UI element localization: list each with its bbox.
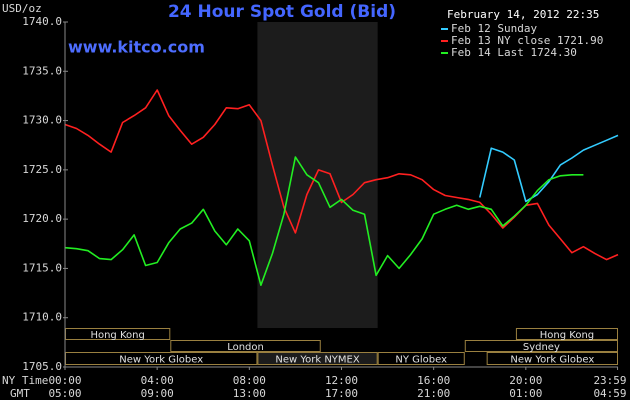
x-tick-label: 16:00 — [417, 374, 450, 387]
y-tick-label: 1705.0 — [22, 360, 62, 373]
series-line — [64, 156, 584, 286]
y-tick-label: 1735.0 — [22, 64, 62, 77]
legend-label: Feb 13 NY close 1721.90 — [451, 34, 603, 47]
session-bar — [377, 352, 465, 365]
series-line — [479, 134, 619, 203]
x-tick-label: 21:00 — [417, 387, 450, 400]
x-tick-label: 04:59 — [593, 387, 626, 400]
y-tick-label: 1710.0 — [22, 311, 62, 324]
x-tick-label: 23:59 — [593, 374, 626, 387]
x-tick-label: 09:00 — [141, 387, 174, 400]
session-label: London — [227, 342, 264, 353]
x-tick-label: 20:00 — [509, 374, 542, 387]
session-bar — [486, 352, 618, 365]
x-tick-label: 05:00 — [48, 387, 81, 400]
chart-title: 24 Hour Spot Gold (Bid) — [168, 2, 396, 22]
x-tick-label: 08:00 — [233, 374, 266, 387]
session-shade — [257, 22, 378, 328]
x-tick-label: 00:00 — [48, 374, 81, 387]
subtitle: www.kitco.com — [68, 38, 205, 57]
y-tick-label: 1715.0 — [22, 261, 62, 274]
x-tick-label: 13:00 — [233, 387, 266, 400]
x-axis-label: NY Time — [2, 374, 48, 387]
y-axis-label: USD/oz — [2, 2, 42, 15]
shade-layer: Hong Kong Hong Kong London Sydney New York G… — [65, 22, 618, 366]
session-label: New York NYMEX — [275, 355, 360, 366]
y-tick-label: 1725.0 — [22, 163, 62, 176]
x-tick-label: 01:00 — [509, 387, 542, 400]
session-label: New York Globex — [119, 355, 203, 366]
y-tick-label: 1720.0 — [22, 212, 62, 225]
x2-axis-label: GMT — [10, 387, 30, 400]
x-tick-label: 04:00 — [141, 374, 174, 387]
session-label: NY Globex — [395, 355, 447, 366]
session-label: Hong Kong — [540, 330, 594, 341]
y-tick-label: 1730.0 — [22, 114, 62, 127]
x-tick-label: 17:00 — [325, 387, 358, 400]
plot-layer — [64, 89, 619, 286]
x-tick-label: 12:00 — [325, 374, 358, 387]
session-bar — [515, 328, 618, 340]
session-label: Hong Kong — [90, 330, 144, 341]
session-bar — [170, 340, 321, 352]
session-label: Sydney — [523, 342, 560, 353]
legend-label: Feb 12 Sunday — [451, 22, 537, 35]
y-tick-label: 1740.0 — [22, 15, 62, 28]
session-bar — [257, 352, 378, 365]
session-bar — [464, 340, 618, 352]
legend-label: Feb 14 Last 1724.30 — [451, 46, 577, 59]
timestamp: February 14, 2012 22:35 — [447, 8, 599, 21]
session-label: New York Globex — [510, 355, 594, 366]
